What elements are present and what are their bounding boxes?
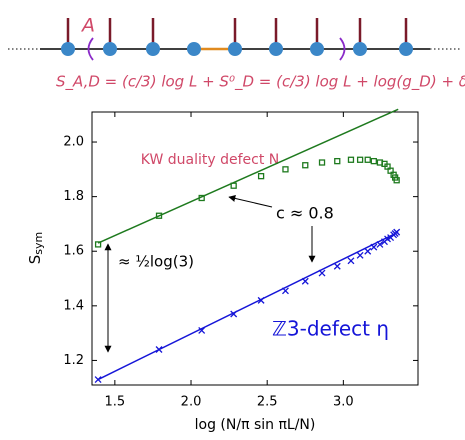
point [257,296,265,304]
formula: S_A,D = (c/3) log L + S⁰_D = (c/3) log L… [56,73,465,92]
arrow [228,195,273,208]
fit-line [97,108,399,244]
point [230,310,238,318]
point [257,173,265,180]
fit-line [97,231,399,381]
annotation: ≈ ½log(3) [118,253,194,271]
point [198,194,205,202]
point [155,212,163,219]
annotation: c ≈ 0.8 [276,204,334,223]
point [318,159,326,166]
x-tick-label: 3.0 [333,395,354,410]
region-start [87,37,94,61]
sites [61,42,413,56]
point [393,228,401,236]
point [318,269,326,277]
annotation: KW duality defect N [141,152,279,168]
region-label: A [80,15,95,37]
point [393,177,400,184]
y-tick-label: 1.6 [63,244,84,259]
point [364,156,371,163]
point [302,162,309,169]
x-tick-label: 2.0 [181,395,202,410]
region-end [339,37,346,61]
x-tick-label: 2.5 [257,395,278,410]
point [282,287,289,295]
plot-frame [91,111,419,386]
point [356,251,364,259]
point [356,156,364,163]
point [334,157,341,165]
x-axis-label: log (N/π sin πL/N) [195,417,316,433]
y-tick-label: 1.4 [63,298,84,313]
point [155,346,163,353]
point [230,182,237,189]
y-axis-label: Ssym [26,232,46,265]
point [282,166,289,173]
point [94,241,102,248]
point [347,156,355,163]
x-tick-label: 1.5 [105,395,126,410]
y-tick-label: 2.0 [63,135,84,150]
point [198,326,206,334]
y-label-sub: sym [32,232,45,255]
point [301,277,309,285]
point [376,240,384,248]
point [333,262,341,270]
y-label-main: S [26,255,44,265]
point [347,257,355,265]
point [370,243,378,251]
annotation: ℤ3-defect η [272,317,389,341]
y-tick-label: 1.8 [63,189,84,204]
point [370,157,377,165]
y-tick-label: 1.2 [63,353,84,368]
chain-diagram: A [8,15,460,61]
point [364,247,372,255]
point [94,376,102,383]
